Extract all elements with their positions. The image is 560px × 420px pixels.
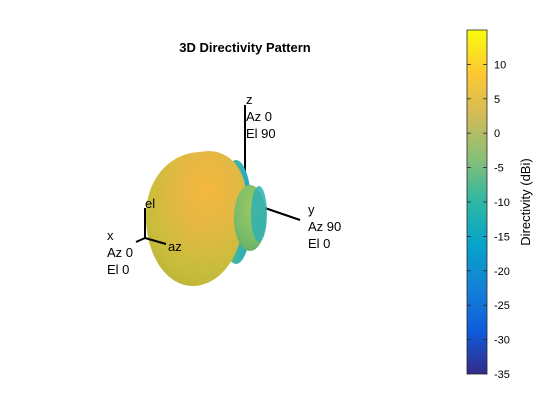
y-axis-el-label: El 0: [308, 236, 330, 251]
colorbar-tick-label: 10: [494, 59, 506, 71]
az-axis-label: az: [168, 239, 182, 254]
colorbar-tick-label: -25: [494, 300, 510, 312]
z-axis-el-label: El 90: [246, 126, 276, 141]
colorbar-tick-label: -15: [494, 231, 510, 243]
x-axis-el-label: El 0: [107, 262, 129, 277]
colorbar-tick-label: -10: [494, 197, 510, 209]
x-local-line: [135, 237, 146, 243]
colorbar-tick-label: -5: [494, 163, 504, 175]
main-lobe: [145, 151, 247, 287]
x-axis-az-label: Az 0: [107, 245, 133, 260]
y-axis-line: [261, 206, 301, 221]
colorbar-ticks: 10 5 0 -5 -10 -15 -20 -25 -30 -35: [467, 59, 510, 381]
colorbar-label: Directivity (dBi): [518, 158, 533, 245]
colorbar-tick-label: 0: [494, 128, 500, 140]
z-axis-label: z: [246, 92, 253, 107]
x-axis-label-block: x Az 0 El 0: [107, 228, 133, 277]
z-axis-az-label: Az 0: [246, 109, 272, 124]
chart-title: 3D Directivity Pattern: [179, 40, 311, 55]
radiation-pattern-surface: [145, 105, 301, 287]
y-axis-label-block: y Az 90 El 0: [308, 202, 341, 251]
back-lobe-rim: [251, 186, 267, 242]
colorbar-tick-label: -20: [494, 266, 510, 278]
z-axis-label-block: z Az 0 El 90: [246, 92, 276, 141]
colorbar: 10 5 0 -5 -10 -15 -20 -25 -30 -35 Directivity (dB…: [466, 29, 533, 381]
az-axis-line: [144, 237, 167, 245]
x-axis-label: x: [107, 228, 114, 243]
colorbar-tick-label: -35: [494, 369, 510, 381]
el-axis-label: el: [145, 196, 155, 211]
colorbar-tick-label: -30: [494, 335, 510, 347]
y-axis-az-label: Az 90: [308, 219, 341, 234]
local-axes-triad: el az: [135, 196, 182, 254]
y-axis-label: y: [308, 202, 315, 217]
colorbar-tick-label: 5: [494, 94, 500, 106]
